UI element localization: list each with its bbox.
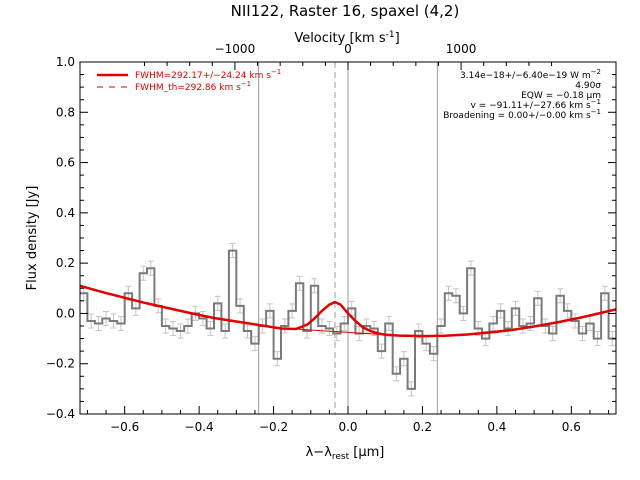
- x-tick-label: −0.6: [110, 420, 139, 434]
- legend-label-theory: FWHM_th=292.86 km s−1: [135, 80, 251, 93]
- plot-area: [80, 62, 616, 414]
- chart-title: NII122, Raster 16, spaxel (4,2): [231, 2, 460, 20]
- x-tick-label: 0.4: [487, 420, 506, 434]
- x-tick-label: −0.2: [259, 420, 288, 434]
- top-tick-label: 0: [344, 42, 352, 56]
- y-axis-label: Flux density [Jy]: [25, 186, 40, 291]
- y-tick-label: −0.4: [46, 407, 75, 421]
- annotation-line: EQW = −0.18 μm: [521, 91, 601, 101]
- annotation-line: 4.90σ: [575, 81, 601, 91]
- y-tick-label: −0.2: [46, 357, 75, 371]
- annotation-line: v = −91.11+/−27.66 km s−1: [471, 98, 602, 111]
- x-tick-label: 0.0: [338, 420, 357, 434]
- annotation-line: 3.14e−18+/−6.40e−19 W m−2: [460, 68, 601, 81]
- x-axis-label: λ−λrest [μm]: [306, 445, 385, 462]
- y-tick-label: 0.8: [56, 105, 75, 119]
- y-tick-label: 0.4: [56, 206, 75, 220]
- y-tick-label: 0.6: [56, 156, 75, 170]
- x-tick-label: 0.2: [413, 420, 432, 434]
- x-tick-label: 0.6: [562, 420, 581, 434]
- top-tick-label: −1000: [215, 42, 256, 56]
- spectrum-steps: [80, 249, 616, 390]
- legend-label-fit: FWHM=292.17+/−24.24 km s−1: [135, 68, 281, 81]
- y-tick-label: 0.0: [56, 306, 75, 320]
- top-axis-label: Velocity [km s-1]: [294, 30, 399, 46]
- axes: −0.6 −0.4 −0.2 0.0 0.2 0.4 0.6 −1000 0 1000 −0.4 −0…: [46, 42, 617, 434]
- annotation-line: Broadening = 0.00+/−0.00 km s−1: [443, 108, 601, 121]
- legend: FWHM=292.17+/−24.24 km s−1FWHM_th=292.86…: [97, 68, 281, 93]
- y-tick-label: 1.0: [56, 55, 75, 69]
- x-tick-label: −0.4: [185, 420, 214, 434]
- plot-content: [80, 62, 616, 414]
- y-tick-label: 0.2: [56, 256, 75, 270]
- top-tick-label: 1000: [446, 42, 477, 56]
- fit-line: [80, 284, 616, 338]
